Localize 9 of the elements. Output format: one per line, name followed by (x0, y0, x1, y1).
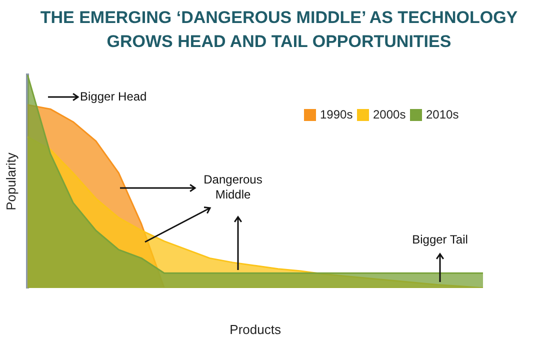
legend-label: 1990s (320, 107, 353, 122)
legend-label: 2010s (426, 107, 459, 122)
annotation: Bigger Tail (412, 232, 468, 246)
chart-title: THE EMERGING ‘DANGEROUS MIDDLE’ AS TECHNOLOGY GROWS HEAD AND TAIL OPPORTUNITIES (39, 7, 519, 53)
legend-label: 2000s (373, 107, 406, 122)
annotation: Dangerous Middle (204, 172, 262, 202)
y-axis-title: Popularity (3, 152, 18, 210)
x-axis-title: Products (230, 322, 282, 337)
annotation: Bigger Head (80, 89, 147, 104)
